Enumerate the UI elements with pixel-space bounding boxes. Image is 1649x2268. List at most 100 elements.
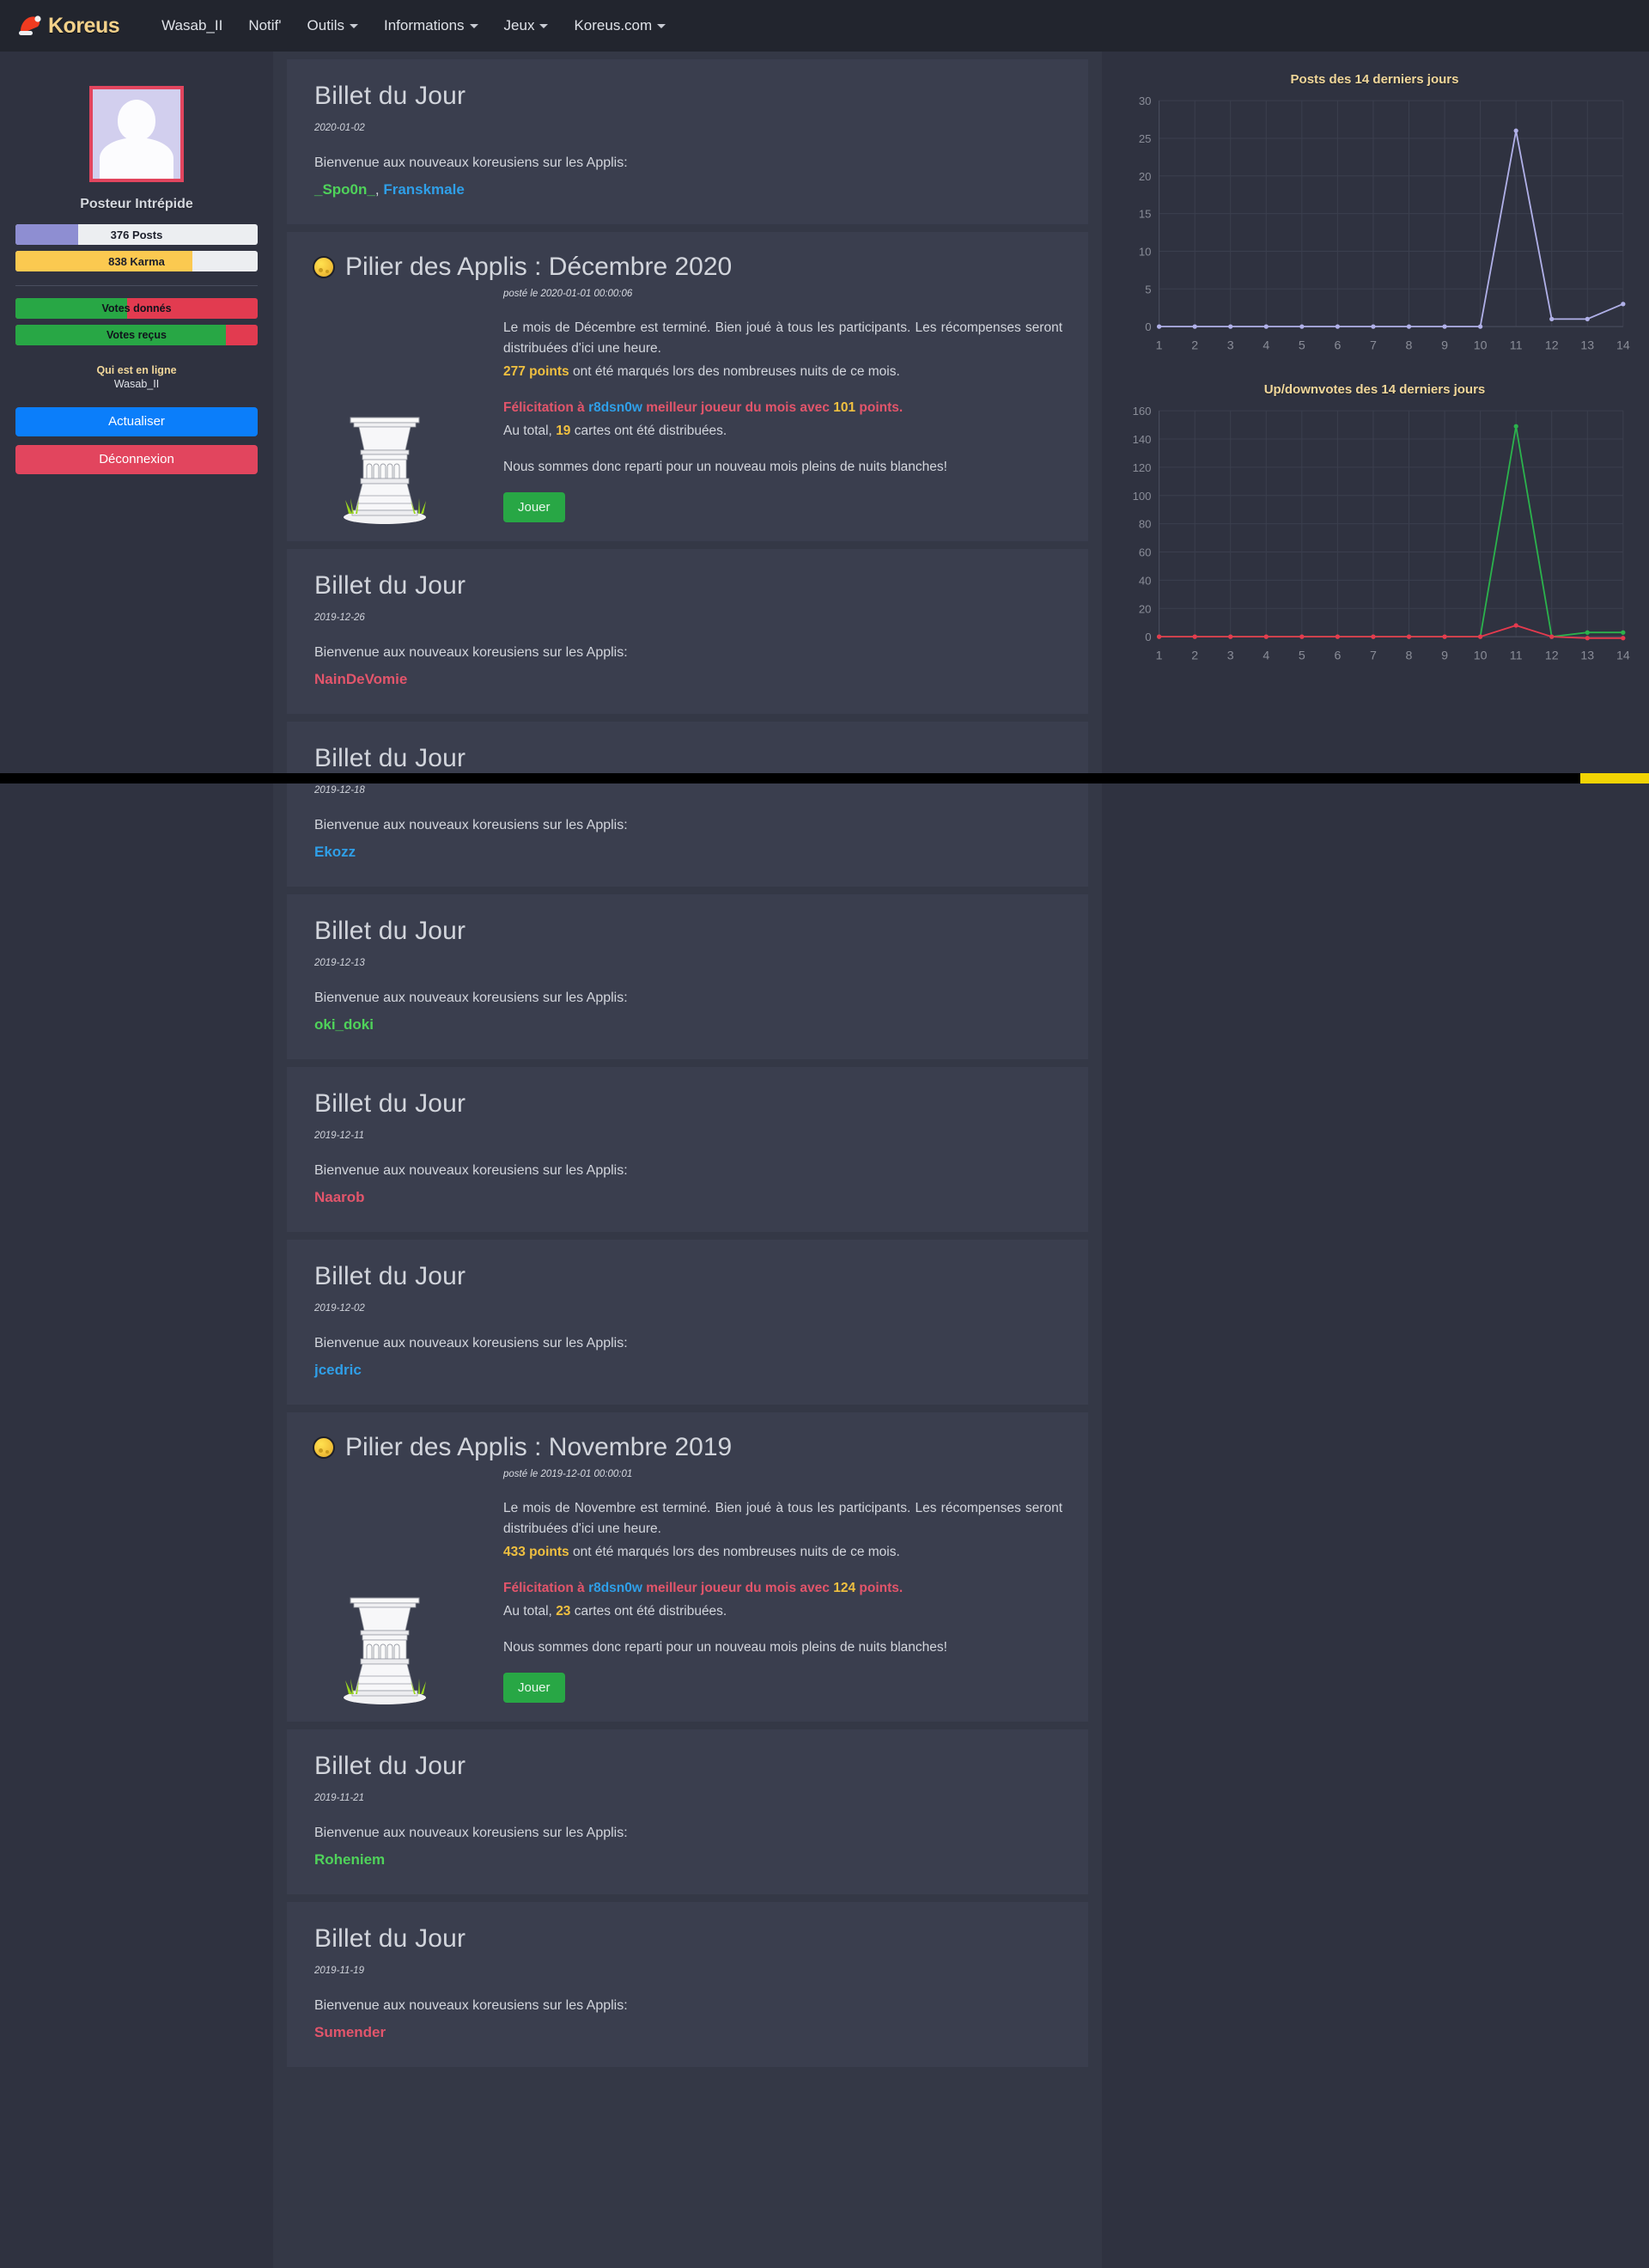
nav-item-label: Notif' [248,17,282,34]
svg-text:30: 30 [1139,94,1152,107]
svg-text:11: 11 [1510,338,1523,352]
nav-item-koreus-com[interactable]: Koreus.com [561,12,678,40]
svg-text:0: 0 [1145,320,1151,333]
votes-given-bar: Votes donnés [15,298,258,319]
card-title: Billet du Jour [314,1089,466,1119]
svg-text:9: 9 [1441,649,1448,662]
best-player-name[interactable]: r8dsn0w [588,400,642,416]
card-date: 2019-12-11 [314,1131,364,1142]
newcomer-name[interactable]: Sumender [314,2024,386,2041]
card-intro: Bienvenue aux nouveaux koreusiens sur le… [314,1826,628,1841]
pilier-card: Pilier des Applis : Novembre 2019 [287,1412,1088,1722]
card-date: 2019-12-18 [314,785,365,796]
billet-card: Billet du Jour 2019-11-21 Bienvenue aux … [287,1729,1088,1895]
svg-text:4: 4 [1263,338,1269,352]
cards-count: 23 [556,1604,571,1619]
pilier-total-line: Au total, 19 cartes ont été distribuées. [503,421,1062,442]
billet-card: Billet du Jour 2020-01-02 Bienvenue aux … [287,59,1088,224]
top-navbar: Koreus Wasab_II Notif' Outils Informatio… [0,0,1649,52]
nav-item-label: Informations [384,17,465,34]
seam-yellow-marker [1580,773,1649,783]
avatar-head-shape [118,100,155,141]
congrats-prefix: Félicitation à [503,1581,585,1596]
card-date: 2020-01-02 [314,123,365,133]
card-title: Billet du Jour [314,1752,466,1781]
avatar[interactable] [89,86,184,182]
online-users-box: Qui est en ligne Wasab_II [15,364,258,390]
refresh-button[interactable]: Actualiser [15,407,258,436]
nav-item-wasab[interactable]: Wasab_II [149,12,235,40]
svg-text:2: 2 [1191,338,1198,352]
newcomer-name[interactable]: jcedric [314,1362,362,1379]
logout-button[interactable]: Déconnexion [15,445,258,474]
card-intro: Bienvenue aux nouveaux koreusiens sur le… [314,991,628,1006]
pilier-closing: Nous sommes donc reparti pour un nouveau… [503,460,947,475]
newcomer-name[interactable]: Franskmale [383,181,465,198]
spacer [503,1625,1062,1637]
newcomer-separator: , [374,181,384,198]
svg-text:13: 13 [1580,338,1594,352]
newcomer-name[interactable]: oki_doki [314,1016,374,1033]
nav-item-label: Jeux [503,17,535,34]
spacer [503,1565,1062,1578]
svg-text:11: 11 [1510,649,1523,662]
card-title: Billet du Jour [314,1262,466,1291]
online-user-name[interactable]: Wasab_II [113,378,160,390]
best-player-points: 124 [833,1581,856,1596]
nav-item-label: Wasab_II [161,17,223,34]
pilier-card: Pilier des Applis : Décembre 2020 [287,232,1088,542]
best-player-points: 101 [833,400,856,416]
svg-text:6: 6 [1334,338,1341,352]
svg-text:160: 160 [1133,405,1152,418]
pilier-text-col: posté le 2020-01-01 00:00:06 Le mois de … [496,284,1062,523]
nav-item-jeux[interactable]: Jeux [491,12,562,40]
card-date: 2019-11-21 [314,1793,364,1804]
brand-logo[interactable]: Koreus [17,13,120,39]
spacer [503,444,1062,457]
total-prefix: Au total, [503,424,552,439]
pilier-title: Pilier des Applis : Novembre 2019 [345,1433,733,1462]
chevron-down-icon [657,23,666,28]
nav-item-informations[interactable]: Informations [371,12,491,40]
online-title: Qui est en ligne [96,364,177,376]
karma-stat-label: 838 Karma [108,254,165,268]
sidebar-divider [15,285,258,286]
svg-text:14: 14 [1616,649,1630,662]
posts-stat-bar: 376 Posts [15,224,258,245]
svg-text:5: 5 [1145,283,1151,296]
billet-card: Billet du Jour 2019-12-26 Bienvenue aux … [287,549,1088,715]
newcomer-name[interactable]: Naarob [314,1189,365,1206]
jouer-button[interactable]: Jouer [503,492,565,523]
svg-text:3: 3 [1227,338,1234,352]
newcomer-name[interactable]: NainDeVomie [314,671,408,688]
svg-text:13: 13 [1580,649,1594,662]
newcomer-name[interactable]: Roheniem [314,1851,386,1869]
svg-text:9: 9 [1441,338,1448,352]
svg-text:0: 0 [1145,631,1151,643]
card-intro: Bienvenue aux nouveaux koreusiens sur le… [314,645,628,661]
card-date: 2019-12-02 [314,1303,365,1314]
card-title: Billet du Jour [314,571,466,601]
pilier-points-line: 277 points ont été marqués lors des nomb… [503,362,1062,382]
svg-text:15: 15 [1139,208,1152,221]
card-title: Billet du Jour [314,917,466,946]
congrats-mid: meilleur joueur du mois avec [646,1581,830,1596]
svg-text:4: 4 [1263,649,1269,662]
sidebar: Posteur Intrépide 376 Posts 838 Karma Vo… [0,52,273,483]
svg-text:3: 3 [1227,649,1234,662]
svg-text:1: 1 [1156,649,1163,662]
best-player-name[interactable]: r8dsn0w [588,1581,642,1596]
pilier-title: Pilier des Applis : Décembre 2020 [345,253,733,281]
jouer-button[interactable]: Jouer [503,1673,565,1704]
congrats-suffix: points. [859,1581,904,1596]
newcomer-name[interactable]: _Spo0n_ [314,181,375,198]
nav-item-label: Koreus.com [574,17,653,34]
pilier-points-line: 433 points ont été marqués lors des nomb… [503,1542,1062,1563]
votes-chart-block: Up/downvotes des 14 derniers jours 0 20 40… [1102,362,1649,672]
pilier-points-value: 277 points [503,364,569,380]
posts-chart-block: Posts des 14 derniers jours 0 5 10 15 20 25 30… [1102,52,1649,362]
nav-item-notif[interactable]: Notif' [235,12,294,40]
newcomer-name[interactable]: Ekozz [314,844,356,861]
nav-item-outils[interactable]: Outils [295,12,371,40]
